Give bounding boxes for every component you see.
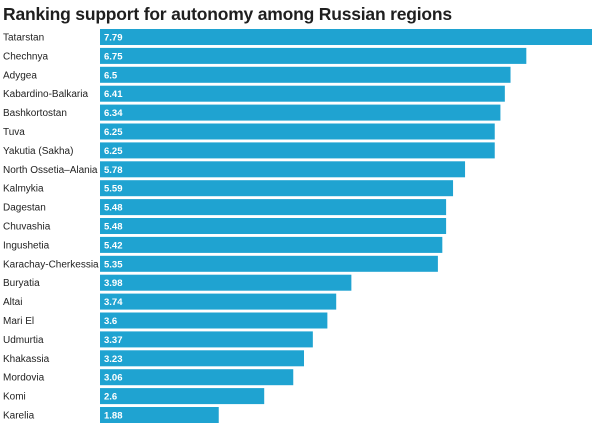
category-label: Dagestan [3, 203, 46, 214]
value-label: 3.74 [104, 297, 123, 308]
value-label: 7.79 [104, 33, 123, 44]
category-label: Mari El [3, 316, 34, 327]
category-label: Komi [3, 392, 26, 403]
category-labels: Tatarstan Chechnya Adygea Kabardino-Balkari… [3, 33, 99, 422]
bar [100, 369, 294, 386]
bar [100, 350, 304, 367]
value-label: 6.5 [104, 70, 118, 81]
bar [100, 255, 438, 272]
category-label: Karachay-Cherkessia [3, 259, 99, 270]
value-label: 1.88 [104, 411, 123, 422]
value-label: 5.48 [104, 222, 123, 233]
category-label: Buryatia [3, 278, 40, 289]
category-label: Kabardino-Balkaria [3, 89, 88, 100]
category-label: Yakutia (Sakha) [3, 146, 73, 157]
bar [100, 123, 495, 140]
value-labels: 7.79 6.75 6.5 6.41 6.34 6.25 6.25 5.78 5.59 5.48 5… [104, 33, 123, 422]
bar [100, 407, 219, 423]
category-label: Tuva [3, 127, 25, 138]
value-label: 5.48 [104, 203, 123, 214]
value-label: 3.37 [104, 335, 123, 346]
category-label: Khakassia [3, 354, 50, 365]
category-label: Altai [3, 297, 22, 308]
bar [100, 161, 466, 178]
bar [100, 142, 495, 159]
value-label: 3.23 [104, 354, 123, 365]
value-label: 3.6 [104, 316, 117, 327]
value-label: 6.25 [104, 146, 123, 157]
category-label: Kalmykia [3, 184, 44, 195]
category-label: Bashkortostan [3, 108, 67, 119]
bar [100, 66, 511, 83]
value-label: 5.35 [104, 259, 123, 270]
value-label: 5.78 [104, 165, 123, 176]
category-label: Mordovia [3, 373, 45, 384]
value-label: 5.42 [104, 240, 123, 251]
category-label: Karelia [3, 411, 35, 422]
value-label: 3.98 [104, 278, 123, 289]
category-label: Ingushetia [3, 240, 50, 251]
bar [100, 388, 265, 405]
category-label: Chuvashia [3, 222, 51, 233]
bars [100, 29, 592, 423]
category-label: Udmurtia [3, 335, 44, 346]
value-label: 6.34 [104, 108, 123, 119]
bar [100, 180, 454, 197]
bar [100, 293, 337, 310]
bar [100, 29, 592, 45]
category-label: Adygea [3, 70, 37, 81]
value-label: 5.59 [104, 184, 123, 195]
bar [100, 85, 505, 102]
bar [100, 199, 447, 216]
bar [100, 218, 447, 234]
bar [100, 331, 313, 348]
bar [100, 312, 328, 329]
category-label: Tatarstan [3, 33, 44, 44]
value-label: 2.6 [104, 392, 117, 403]
value-label: 6.25 [104, 127, 123, 138]
bar [100, 236, 443, 253]
value-label: 6.75 [104, 51, 123, 62]
category-label: Chechnya [3, 51, 48, 62]
bar [100, 47, 527, 64]
category-label: North Ossetia–Alania [3, 165, 98, 176]
bar [100, 104, 501, 121]
value-label: 6.41 [104, 89, 123, 100]
value-label: 3.06 [104, 373, 123, 384]
bar [100, 274, 352, 291]
chart-title: Ranking support for autonomy among Russi… [3, 4, 452, 24]
